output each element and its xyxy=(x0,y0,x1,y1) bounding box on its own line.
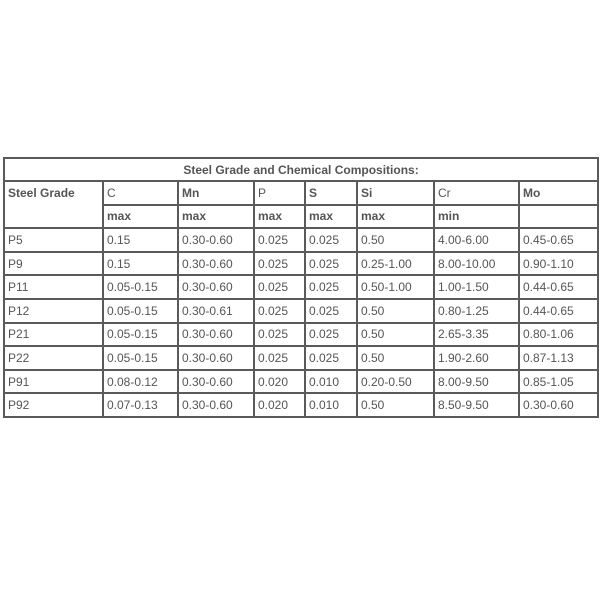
value-cell: 0.025 xyxy=(304,321,358,348)
column-header: Cr xyxy=(433,180,520,206)
limit-label: max xyxy=(253,203,306,230)
grade-cell: P92 xyxy=(3,392,104,418)
limit-row: max max max max max min xyxy=(4,203,600,230)
value-cell: 0.07-0.13 xyxy=(102,392,179,418)
value-cell: 0.80-1.06 xyxy=(517,321,600,348)
value-cell: 0.15 xyxy=(102,250,179,277)
value-cell: 0.30-0.60 xyxy=(177,368,255,395)
value-cell: 0.025 xyxy=(253,321,306,348)
value-cell: 1.00-1.50 xyxy=(433,274,520,300)
value-cell: 0.025 xyxy=(253,227,306,253)
table-row: P21 0.05-0.15 0.30-0.60 0.025 0.025 0.50 2.65-… xyxy=(3,321,600,348)
limit-label xyxy=(517,203,600,230)
value-cell: 0.50 xyxy=(356,227,435,253)
column-header: C xyxy=(102,180,179,206)
limit-label: max xyxy=(304,203,358,230)
value-cell: 0.44-0.65 xyxy=(517,297,600,324)
limit-label: max xyxy=(177,203,255,230)
table-row: P9 0.15 0.30-0.60 0.025 0.025 0.25-1.00 8.00-1… xyxy=(3,250,600,277)
value-cell: 8.00-10.00 xyxy=(433,250,520,277)
column-header: S xyxy=(304,180,358,206)
value-cell: 0.85-1.05 xyxy=(517,368,600,395)
table-row: P11 0.05-0.15 0.30-0.60 0.025 0.025 0.50-1.00… xyxy=(3,274,600,300)
table-row: P22 0.05-0.15 0.30-0.60 0.025 0.025 0.50 1.90-… xyxy=(3,345,600,371)
title-row: Steel Grade and Chemical Compositions: xyxy=(2,157,600,182)
value-cell: 0.05-0.15 xyxy=(102,274,179,300)
value-cell: 0.025 xyxy=(253,250,306,277)
value-cell: 1.90-2.60 xyxy=(433,345,520,371)
table-row: P5 0.15 0.30-0.60 0.025 0.025 0.50 4.00-6.00 0.… xyxy=(3,227,600,253)
value-cell: 0.25-1.00 xyxy=(356,250,435,277)
value-cell: 0.30-0.60 xyxy=(177,274,255,300)
value-cell: 0.45-0.65 xyxy=(517,227,600,253)
value-cell: 0.025 xyxy=(304,227,358,253)
grade-cell: P9 xyxy=(3,250,104,277)
value-cell: 0.50 xyxy=(356,297,435,324)
value-cell: 0.50 xyxy=(356,345,435,371)
grade-cell: P5 xyxy=(3,227,104,253)
value-cell: 0.05-0.15 xyxy=(102,297,179,324)
value-cell: 0.50-1.00 xyxy=(356,274,435,300)
value-cell: 0.020 xyxy=(253,392,306,418)
value-cell: 4.00-6.00 xyxy=(433,227,520,253)
column-header: Steel Grade xyxy=(3,179,104,230)
value-cell: 0.30-0.60 xyxy=(177,227,255,253)
table-row: P12 0.05-0.15 0.30-0.61 0.025 0.025 0.50 0.80-… xyxy=(3,297,600,324)
value-cell: 0.30-0.60 xyxy=(517,392,600,418)
table-title: Steel Grade and Chemical Compositions: xyxy=(2,157,600,182)
value-cell: 0.30-0.60 xyxy=(177,250,255,277)
limit-label: min xyxy=(433,203,520,230)
value-cell: 0.50 xyxy=(356,392,435,418)
value-cell: 0.010 xyxy=(304,392,358,418)
value-cell: 0.025 xyxy=(253,297,306,324)
value-cell: 0.30-0.60 xyxy=(177,345,255,371)
column-header: P xyxy=(253,180,306,206)
limit-label: max xyxy=(356,203,435,230)
value-cell: 0.025 xyxy=(304,297,358,324)
value-cell: 0.80-1.25 xyxy=(433,297,520,324)
grade-cell: P22 xyxy=(3,345,104,371)
grade-cell: P12 xyxy=(3,297,104,324)
value-cell: 2.65-3.35 xyxy=(433,321,520,348)
value-cell: 0.30-0.60 xyxy=(177,392,255,418)
value-cell: 0.50 xyxy=(356,321,435,348)
limit-label: max xyxy=(102,203,179,230)
value-cell: 0.025 xyxy=(304,250,358,277)
value-cell: 8.00-9.50 xyxy=(433,368,520,395)
value-cell: 0.010 xyxy=(304,368,358,395)
grade-cell: P91 xyxy=(3,368,104,395)
table-row: P92 0.07-0.13 0.30-0.60 0.020 0.010 0.50 8.50-… xyxy=(3,392,600,418)
value-cell: 0.020 xyxy=(253,368,306,395)
value-cell: 0.30-0.61 xyxy=(177,297,255,324)
grade-cell: P21 xyxy=(3,321,104,348)
column-header: Mn xyxy=(177,180,255,206)
value-cell: 0.025 xyxy=(253,274,306,300)
value-cell: 0.05-0.15 xyxy=(102,321,179,348)
value-cell: 0.20-0.50 xyxy=(356,368,435,395)
value-cell: 0.08-0.12 xyxy=(102,368,179,395)
value-cell: 0.025 xyxy=(304,274,358,300)
column-header: Si xyxy=(356,180,435,206)
value-cell: 0.30-0.60 xyxy=(177,321,255,348)
value-cell: 0.025 xyxy=(253,345,306,371)
column-header: Mo xyxy=(517,180,600,206)
value-cell: 0.90-1.10 xyxy=(517,250,600,277)
value-cell: 0.15 xyxy=(102,227,179,253)
grade-cell: P11 xyxy=(3,274,104,300)
steel-composition-table: Steel Grade and Chemical Compositions: S… xyxy=(2,157,600,418)
value-cell: 0.44-0.65 xyxy=(517,274,600,300)
value-cell: 8.50-9.50 xyxy=(433,392,520,418)
table-row: P91 0.08-0.12 0.30-0.60 0.020 0.010 0.20-0.50… xyxy=(3,368,600,395)
value-cell: 0.87-1.13 xyxy=(517,345,600,371)
header-row: Steel Grade C Mn P S Si Cr Mo xyxy=(3,179,600,230)
value-cell: 0.025 xyxy=(304,345,358,371)
value-cell: 0.05-0.15 xyxy=(102,345,179,371)
